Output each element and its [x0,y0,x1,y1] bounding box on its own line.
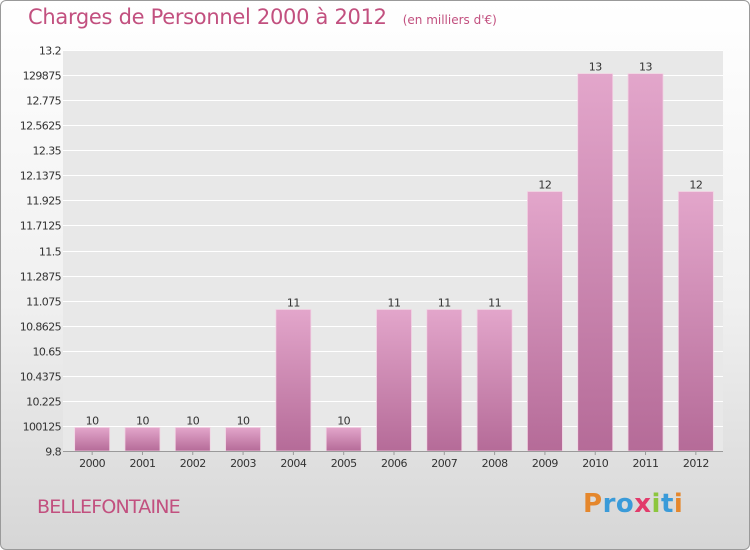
bar [627,73,664,452]
data-label: 12 [689,179,702,192]
proxiti-logo: Proxiti [583,489,684,519]
x-tick-label: 2001 [129,457,155,470]
y-tick-label: 11.075 [26,296,61,309]
x-tick-label: 2004 [280,457,306,470]
y-tick-label: 10.225 [26,396,61,409]
x-axis-ticks: 2000 2001 2002 2003 2004 2005 2006 2007 2008 2009… [79,451,709,470]
data-label: 10 [237,414,250,427]
data-label: 10 [186,414,199,427]
bar [325,427,362,452]
y-tick-label: 12.5625 [20,120,62,133]
bar [677,191,714,452]
data-label: 10 [337,414,350,427]
bar [74,427,111,452]
data-label: 11 [488,296,501,309]
bar [577,73,614,452]
bar [376,309,412,452]
bar [124,427,161,452]
data-labels: 10 10 10 10 11 10 11 11 11 12 13 13 12 [86,61,703,428]
data-label: 11 [287,296,300,309]
data-label: 10 [86,414,99,427]
bar [527,191,563,452]
chart-title: Charges de Personnel 2000 à 2012 [28,5,387,29]
x-tick-label: 2002 [180,457,206,470]
y-tick-label: 100125 [23,421,62,434]
data-label: 13 [639,61,652,74]
data-label: 10 [136,414,149,427]
bar [426,309,463,452]
y-tick-label: 12.775 [26,95,61,108]
title-block: Charges de Personnel 2000 à 2012 (en mill… [28,5,497,29]
data-label: 13 [589,61,602,74]
y-tick-label: 11.7125 [20,220,62,233]
x-tick-label: 2011 [633,457,659,470]
bar [476,309,513,452]
commune-name: BELLEFONTAINE [37,496,181,518]
y-tick-label: 10.4375 [20,371,62,384]
y-axis-ticks: 9.8 100125 10.225 10.4375 10.65 10.8625 11.075… [20,45,62,459]
x-tick-label: 2005 [331,457,357,470]
data-label: 12 [538,179,551,192]
y-tick-label: 12.1375 [20,170,62,183]
x-tick-label: 2000 [79,457,105,470]
chart-subtitle: (en milliers d'€) [402,13,497,27]
data-label: 11 [438,296,451,309]
x-tick-label: 2010 [582,457,608,470]
bars [74,73,714,452]
x-tick-label: 2009 [532,457,558,470]
x-tick-label: 2008 [482,457,508,470]
y-tick-label: 9.8 [45,446,61,459]
bar [225,427,261,452]
y-tick-label: 11.2875 [20,271,62,284]
x-tick-label: 2003 [230,457,256,470]
y-tick-label: 12.35 [33,145,62,158]
y-tick-label: 129875 [23,70,62,83]
x-tick-label: 2012 [683,457,709,470]
data-label: 11 [388,296,401,309]
y-tick-label: 13.2 [39,45,61,58]
bar [174,427,211,452]
y-tick-label: 11.925 [26,195,61,208]
y-tick-label: 11.5 [39,246,62,259]
y-tick-label: 10.65 [33,346,62,359]
x-tick-label: 2007 [431,457,457,470]
bar [275,309,312,452]
x-tick-label: 2006 [381,457,407,470]
y-tick-label: 10.8625 [20,321,62,334]
